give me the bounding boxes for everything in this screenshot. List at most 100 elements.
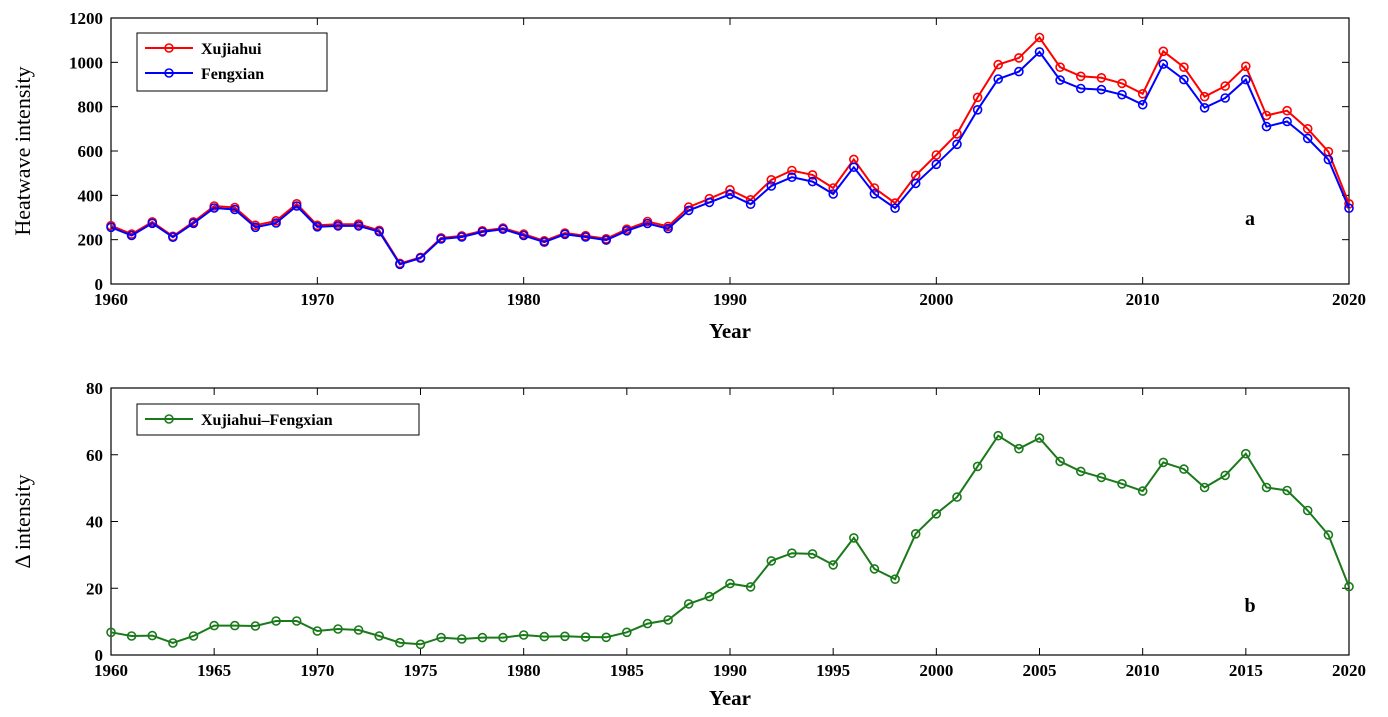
x-tick-label: 1970 (300, 290, 334, 309)
data-point (353, 625, 364, 635)
data-point (230, 204, 240, 215)
data-point (250, 621, 261, 631)
x-tick-label: 2010 (1126, 290, 1160, 309)
y-tick-label: 60 (86, 446, 103, 465)
data-point (1034, 433, 1045, 443)
legend: Xujiahui Fengxian (136, 32, 328, 92)
data-point (1282, 105, 1292, 116)
data-point (415, 639, 426, 650)
x-tick-label: 1960 (94, 661, 128, 680)
data-point (1179, 62, 1189, 72)
data-point (1117, 478, 1127, 489)
legend-entry: Fengxian (201, 66, 264, 83)
data-point (972, 105, 983, 115)
data-point (1117, 89, 1127, 100)
data-point (374, 631, 385, 641)
data-point (168, 638, 178, 648)
data-point (518, 230, 529, 241)
data-point (993, 74, 1004, 84)
series-xujiahui-fengxian (106, 430, 1354, 650)
x-tick-label: 1980 (507, 661, 541, 680)
data-point (1014, 66, 1024, 77)
data-point (291, 616, 302, 626)
data-point (126, 230, 137, 241)
data-point (766, 556, 777, 566)
x-tick-label: 2015 (1229, 661, 1263, 680)
x-axis-label: Year (709, 319, 751, 343)
y-tick-label: 200 (78, 231, 104, 250)
data-point (972, 92, 983, 103)
x-tick-label: 1990 (713, 661, 747, 680)
data-point (456, 232, 467, 242)
data-point (106, 627, 116, 638)
data-point (683, 599, 694, 609)
data-point (1055, 456, 1065, 467)
data-point (312, 222, 323, 232)
data-point (993, 59, 1004, 70)
x-tick-label: 1975 (404, 661, 438, 680)
data-point (828, 189, 839, 199)
y-tick-label: 0 (95, 646, 104, 665)
data-point (1158, 46, 1169, 57)
data-point (126, 631, 137, 641)
data-point (539, 631, 550, 642)
data-point (869, 564, 880, 574)
data-point (271, 218, 281, 228)
y-axis-label: Heatwave intensity (10, 66, 35, 235)
data-point (436, 234, 446, 244)
x-tick-label: 1990 (713, 290, 747, 309)
series-line (110, 434, 1350, 646)
x-tick-label: 2020 (1332, 661, 1366, 680)
data-point (972, 461, 983, 472)
x-tick-label: 2000 (919, 290, 953, 309)
data-point (539, 237, 550, 247)
data-point (663, 223, 673, 234)
data-point (766, 175, 777, 185)
data-point (1241, 61, 1251, 72)
data-point (869, 189, 880, 199)
data-point (209, 620, 219, 631)
data-point (952, 129, 962, 139)
data-point (580, 632, 591, 642)
legend-marker (164, 43, 174, 53)
data-point (436, 632, 446, 643)
data-point (1323, 154, 1334, 165)
x-tick-label: 1985 (610, 661, 644, 680)
data-point (1261, 121, 1272, 132)
data-point (1282, 116, 1292, 127)
data-point (353, 221, 364, 231)
data-point (910, 528, 921, 539)
data-point (1241, 74, 1251, 85)
data-point (1344, 203, 1354, 213)
data-point (498, 224, 508, 234)
data-point (807, 549, 818, 559)
data-point (848, 162, 859, 172)
x-tick-label: 2000 (919, 661, 953, 680)
data-point (745, 582, 756, 592)
panel-a-heatwave-intensity: 1960 1970 1980 1990 2000 2010 2020 0 200 400 600 80… (10, 9, 1366, 343)
data-point (1137, 486, 1148, 496)
legend-box (136, 32, 328, 92)
y-axis-label: Δ intensity (10, 474, 35, 568)
legend: Xujiahui–Fengxian (136, 403, 420, 436)
data-point (601, 632, 612, 643)
panel-letter: b (1244, 595, 1255, 617)
data-point (931, 159, 942, 170)
data-point (1199, 91, 1210, 102)
series-line (110, 50, 1350, 266)
data-point (1117, 78, 1127, 89)
data-point (333, 624, 343, 634)
data-point (1055, 62, 1065, 72)
data-point (890, 203, 900, 213)
data-point (518, 630, 529, 640)
series-fengxian (106, 47, 1354, 270)
data-point (704, 197, 715, 208)
data-point (250, 222, 261, 233)
data-point (477, 632, 488, 643)
data-point (415, 253, 426, 263)
data-point (1220, 81, 1230, 91)
data-point (787, 165, 797, 176)
data-point (993, 430, 1004, 441)
data-point (580, 232, 591, 242)
